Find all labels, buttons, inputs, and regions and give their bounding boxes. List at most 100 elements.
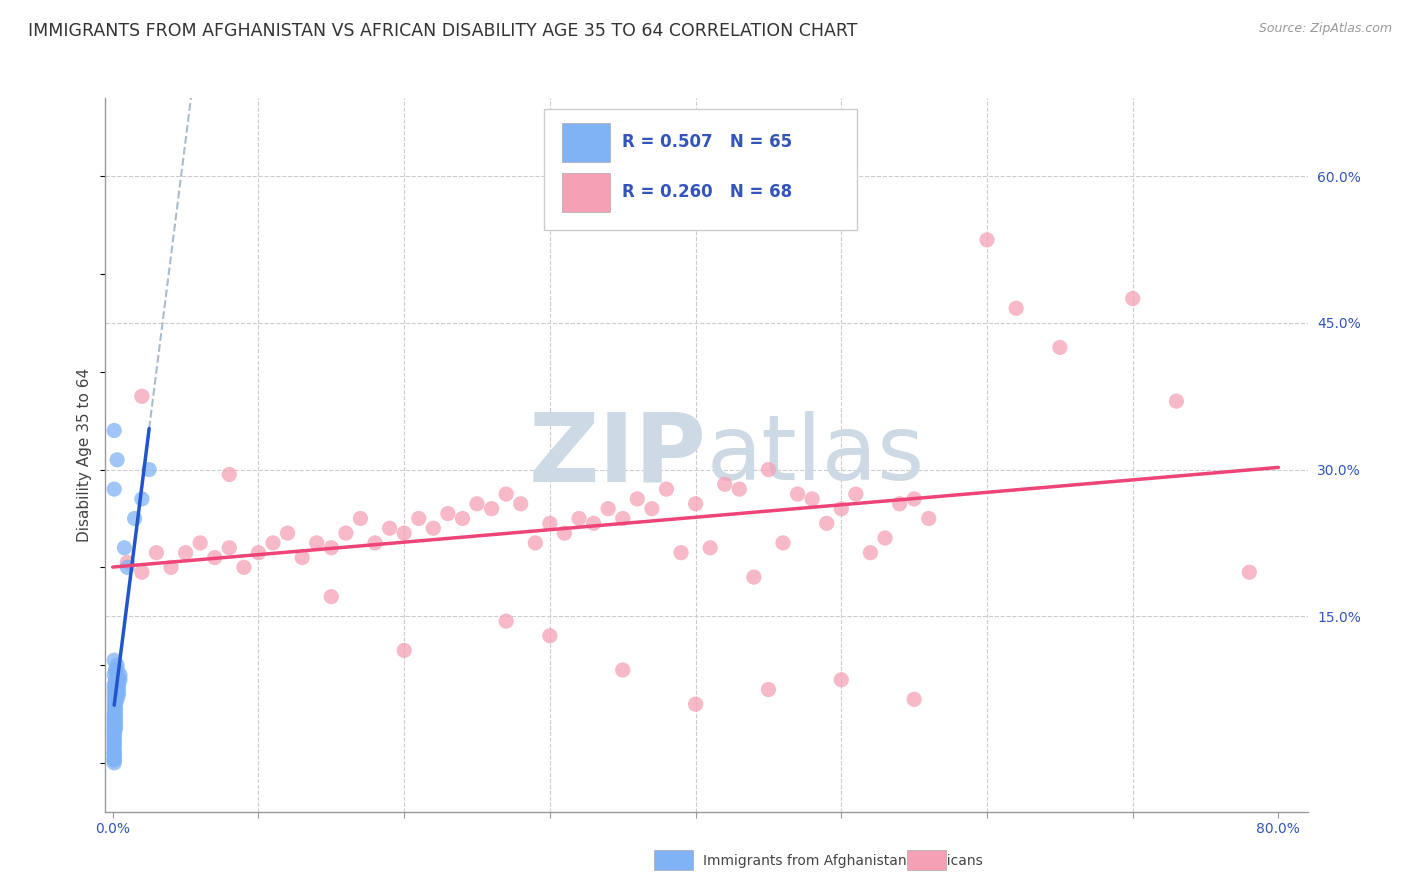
Point: [105, 663, 128, 677]
Point: [218, 541, 240, 555]
Point: [612, 663, 634, 677]
Point: [568, 511, 591, 525]
Point: [918, 511, 941, 525]
Point: [626, 491, 648, 506]
Text: Source: ZipAtlas.com: Source: ZipAtlas.com: [1258, 22, 1392, 36]
Point: [103, 746, 125, 760]
Point: [1239, 566, 1261, 580]
Point: [174, 546, 197, 560]
Point: [104, 678, 127, 692]
Point: [392, 643, 415, 657]
Point: [188, 536, 211, 550]
Point: [685, 697, 707, 711]
Point: [830, 501, 852, 516]
Point: [104, 663, 127, 677]
Y-axis label: Disability Age 35 to 64: Disability Age 35 to 64: [77, 368, 93, 542]
Point: [104, 712, 127, 726]
Point: [509, 497, 531, 511]
Point: [105, 692, 128, 706]
Point: [145, 546, 167, 560]
Point: [103, 697, 125, 711]
Point: [107, 673, 129, 687]
Point: [103, 692, 125, 706]
Point: [103, 751, 125, 765]
Point: [582, 516, 605, 531]
Point: [830, 673, 852, 687]
Point: [104, 702, 127, 716]
Point: [465, 497, 488, 511]
Point: [247, 546, 270, 560]
Point: [105, 678, 128, 692]
Point: [524, 536, 547, 550]
Point: [105, 682, 128, 697]
Point: [104, 722, 127, 736]
Point: [903, 692, 925, 706]
Point: [685, 497, 707, 511]
Point: [232, 560, 254, 574]
Point: [103, 682, 125, 697]
Point: [107, 682, 129, 697]
Point: [131, 389, 153, 403]
Point: [104, 716, 127, 731]
Point: [742, 570, 765, 584]
Point: [1005, 301, 1028, 316]
Point: [103, 687, 125, 701]
Point: [138, 462, 160, 476]
Point: [451, 511, 474, 525]
Point: [437, 507, 460, 521]
Point: [495, 487, 517, 501]
Point: [1049, 340, 1071, 354]
Point: [103, 744, 125, 758]
Point: [758, 462, 780, 476]
Point: [103, 753, 125, 767]
Point: [117, 556, 139, 570]
Point: [104, 682, 127, 697]
Point: [104, 673, 127, 687]
Point: [104, 663, 127, 677]
Point: [103, 719, 125, 733]
Text: ZIP: ZIP: [529, 409, 707, 501]
Text: R = 0.507   N = 65: R = 0.507 N = 65: [623, 134, 793, 152]
Point: [105, 668, 128, 682]
Point: [218, 467, 240, 482]
Point: [107, 678, 129, 692]
Point: [305, 536, 328, 550]
Point: [103, 706, 125, 721]
Point: [131, 491, 153, 506]
Point: [103, 723, 125, 738]
Point: [105, 658, 128, 673]
Point: [713, 477, 735, 491]
Point: [786, 487, 808, 501]
Point: [728, 482, 751, 496]
Point: [349, 511, 371, 525]
Point: [655, 482, 678, 496]
Point: [105, 452, 128, 467]
Point: [103, 731, 125, 746]
Point: [104, 706, 127, 721]
Point: [103, 424, 125, 438]
Point: [103, 753, 125, 767]
Point: [103, 678, 125, 692]
Point: [131, 566, 153, 580]
Point: [103, 482, 125, 496]
Point: [104, 692, 127, 706]
Point: [108, 673, 131, 687]
Point: [772, 536, 794, 550]
Point: [277, 526, 299, 541]
Point: [859, 546, 882, 560]
Point: [104, 697, 127, 711]
FancyBboxPatch shape: [544, 109, 856, 230]
Point: [103, 741, 125, 756]
Point: [335, 526, 357, 541]
Point: [105, 673, 128, 687]
Point: [321, 590, 343, 604]
Text: Africans: Africans: [928, 854, 984, 868]
Point: [889, 497, 911, 511]
Point: [103, 716, 125, 731]
Point: [641, 501, 664, 516]
Point: [699, 541, 721, 555]
Point: [392, 526, 415, 541]
FancyBboxPatch shape: [562, 123, 610, 162]
Point: [378, 521, 401, 535]
Point: [103, 756, 125, 770]
